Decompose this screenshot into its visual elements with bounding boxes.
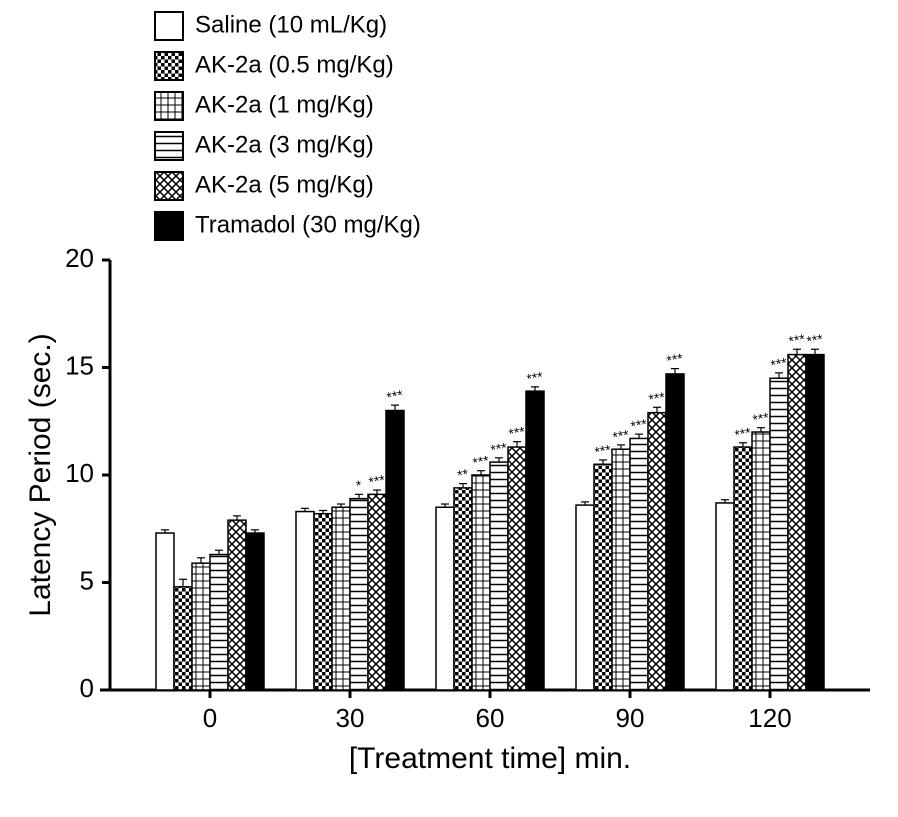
bar-ak3-120 — [770, 378, 788, 690]
bar-saline-120 — [716, 503, 734, 690]
legend-label-tramadol: Tramadol (30 mg/Kg) — [195, 211, 421, 238]
svg-text:***: *** — [751, 409, 770, 428]
legend-swatch-tramadol — [155, 212, 183, 240]
bar-ak05-60 — [454, 488, 472, 690]
bar-ak05-90 — [594, 464, 612, 690]
bar-tramadol-90 — [666, 374, 684, 690]
bar-tramadol-0 — [246, 533, 264, 690]
y-axis-label: Latency Period (sec.) — [24, 333, 57, 616]
svg-text:***: *** — [525, 368, 544, 387]
svg-text:10: 10 — [65, 458, 94, 488]
svg-text:***: *** — [593, 441, 612, 460]
latency-chart: 05101520Latency Period (sec.)030*******6… — [0, 0, 898, 817]
bar-ak1-90 — [612, 449, 630, 690]
svg-text:***: *** — [787, 331, 806, 350]
svg-text:***: *** — [629, 415, 648, 434]
legend-swatch-ak3 — [155, 132, 183, 160]
svg-text:***: *** — [507, 423, 526, 442]
legend-label-ak05: AK-2a (0.5 mg/Kg) — [195, 51, 394, 78]
legend-label-ak1: AK-2a (1 mg/Kg) — [195, 91, 374, 118]
bar-ak3-60 — [490, 462, 508, 690]
bar-tramadol-30 — [386, 411, 404, 691]
svg-text:0: 0 — [203, 703, 217, 733]
svg-text:60: 60 — [476, 703, 505, 733]
svg-text:20: 20 — [65, 243, 94, 273]
svg-text:***: *** — [733, 424, 752, 443]
bar-ak1-30 — [332, 507, 350, 690]
svg-text:***: *** — [611, 426, 630, 445]
bar-ak1-60 — [472, 475, 490, 690]
bar-ak5-30 — [368, 494, 386, 690]
bar-ak5-0 — [228, 520, 246, 690]
bar-ak5-60 — [508, 447, 526, 690]
legend-swatch-saline — [155, 12, 183, 40]
bar-ak3-30 — [350, 499, 368, 690]
bar-tramadol-60 — [526, 391, 544, 690]
svg-text:***: *** — [471, 452, 490, 471]
svg-text:***: *** — [647, 389, 666, 408]
x-axis-label: [Treatment time] min. — [349, 742, 631, 775]
svg-text:***: *** — [367, 471, 386, 490]
svg-text:***: *** — [665, 350, 684, 369]
chart-container: 05101520Latency Period (sec.)030*******6… — [0, 0, 898, 817]
svg-text:***: *** — [805, 331, 824, 350]
svg-text:***: *** — [489, 439, 508, 458]
bar-saline-90 — [576, 505, 594, 690]
bar-ak05-30 — [314, 514, 332, 690]
svg-text:***: *** — [385, 386, 404, 405]
svg-text:0: 0 — [80, 673, 94, 703]
legend-label-ak3: AK-2a (3 mg/Kg) — [195, 131, 374, 158]
svg-text:15: 15 — [65, 350, 94, 380]
bar-ak5-90 — [648, 413, 666, 690]
legend-label-saline: Saline (10 mL/Kg) — [195, 11, 387, 38]
legend-swatch-ak5 — [155, 172, 183, 200]
svg-text:***: *** — [769, 354, 788, 373]
bar-saline-30 — [296, 512, 314, 690]
legend-label-ak5: AK-2a (5 mg/Kg) — [195, 171, 374, 198]
bar-saline-60 — [436, 507, 454, 690]
bar-tramadol-120 — [806, 355, 824, 690]
svg-text:30: 30 — [336, 703, 365, 733]
svg-text:*: * — [355, 477, 364, 494]
legend-swatch-ak05 — [155, 52, 183, 80]
bar-ak3-90 — [630, 438, 648, 690]
bar-ak1-0 — [192, 563, 210, 690]
svg-text:120: 120 — [748, 703, 791, 733]
svg-text:5: 5 — [80, 565, 94, 595]
legend-swatch-ak1 — [155, 92, 183, 120]
svg-text:**: ** — [456, 465, 470, 483]
bar-ak3-0 — [210, 555, 228, 690]
bar-ak05-120 — [734, 447, 752, 690]
bar-ak05-0 — [174, 587, 192, 690]
bar-ak5-120 — [788, 355, 806, 690]
bar-saline-0 — [156, 533, 174, 690]
bar-ak1-120 — [752, 432, 770, 690]
svg-text:90: 90 — [616, 703, 645, 733]
